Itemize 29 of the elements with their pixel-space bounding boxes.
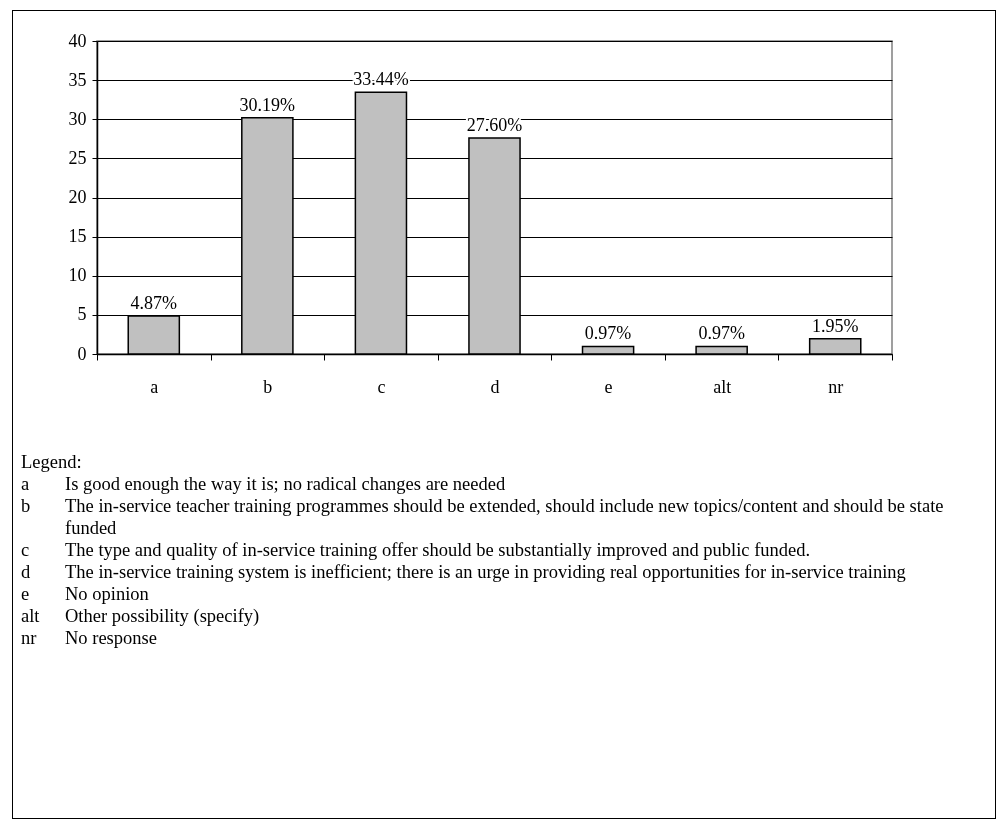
y-tick-label: 0 xyxy=(77,343,87,364)
text: d The in-service training system is inefficient; there is an urge in providing real opportunities for in-service training xyxy=(21,562,906,582)
text: nr No response xyxy=(21,628,157,648)
y-tick-label: 20 xyxy=(68,187,87,207)
data-label: 4.87% xyxy=(130,292,178,313)
text: Legend: xyxy=(21,451,83,473)
data-label: 1.95% xyxy=(811,315,859,336)
text: alt Other possibility (specify) xyxy=(21,606,260,626)
y-tick-label: 15 xyxy=(68,226,87,247)
y-tick-label: 10 xyxy=(68,265,87,286)
y-tick-label: 5 xyxy=(77,304,87,325)
y-tick-label: 35 xyxy=(68,69,87,90)
text: c The type and quality of in-service training offer should be substantially improved and public funded. xyxy=(21,540,811,560)
y-tick-label: 25 xyxy=(68,147,87,168)
data-label: 0.97% xyxy=(584,323,632,344)
x-tick-label: a xyxy=(150,376,159,397)
y-tick-label: 30 xyxy=(68,108,87,129)
text: a Is good enough the way it is; no radical changes are needed xyxy=(21,474,506,494)
y-tick-label: 40 xyxy=(68,30,87,51)
data-label: 27.60% xyxy=(466,115,523,136)
x-tick-label: c xyxy=(377,376,386,397)
x-tick-label: e xyxy=(604,376,613,397)
text: e No opinion xyxy=(21,584,149,604)
data-label: 30.19% xyxy=(239,94,296,115)
x-tick-label: b xyxy=(263,376,273,397)
x-tick-label: nr xyxy=(828,376,844,397)
data-label: 0.97% xyxy=(698,323,745,344)
x-tick-label: d xyxy=(490,376,500,397)
x-tick-label: alt xyxy=(713,376,732,397)
